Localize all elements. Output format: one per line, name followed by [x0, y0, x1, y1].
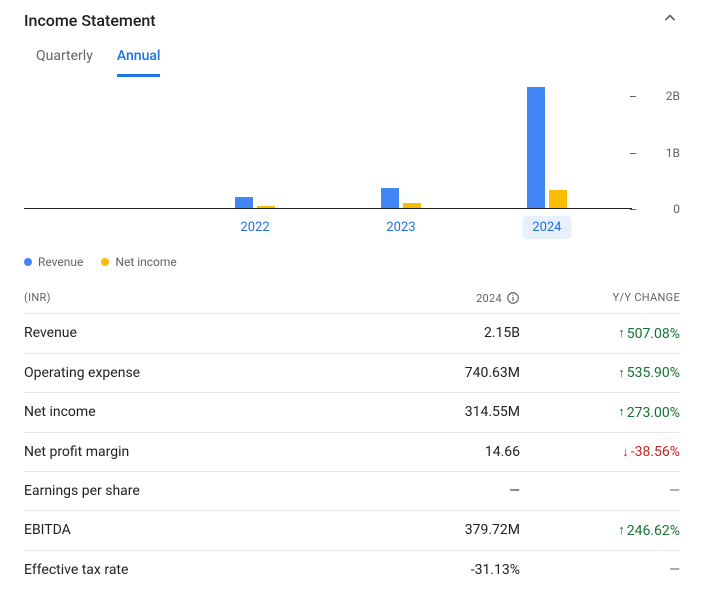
- y-axis-tick: [630, 209, 636, 210]
- metric-change: —: [520, 483, 680, 499]
- y-axis-tick: [630, 96, 636, 97]
- currency-label: (INR): [24, 291, 360, 305]
- metric-change: ↑246.62%: [520, 522, 680, 539]
- table-row: Earnings per share——: [24, 471, 680, 510]
- table-row: Net income314.55M↑273.00%: [24, 392, 680, 432]
- period-tabs: Quarterly Annual: [24, 44, 680, 77]
- legend-label: Revenue: [38, 255, 83, 269]
- metric-value: 314.55M: [360, 404, 520, 421]
- metric-label: Effective tax rate: [24, 562, 360, 578]
- metric-label: EBITDA: [24, 522, 360, 539]
- metric-change: ↑535.90%: [520, 365, 680, 382]
- bar-revenue-2022[interactable]: [235, 197, 253, 208]
- chart-legend: Revenue Net income: [24, 249, 680, 283]
- y-axis-label: 2B: [666, 89, 680, 103]
- arrow-down-icon: ↓: [622, 446, 629, 459]
- bar-revenue-2024[interactable]: [527, 87, 545, 208]
- metric-label: Revenue: [24, 325, 360, 342]
- metric-label: Earnings per share: [24, 483, 360, 499]
- bar-net-income-2022[interactable]: [257, 206, 275, 208]
- legend-dot-icon: [101, 258, 109, 266]
- table-header: (INR) 2024 Y/Y CHANGE: [24, 283, 680, 313]
- change-value: —: [669, 562, 680, 578]
- bar-net-income-2023[interactable]: [403, 203, 421, 208]
- y-axis-label: 0: [673, 202, 680, 216]
- metric-label: Net income: [24, 404, 360, 421]
- table-row: Effective tax rate-31.13% —: [24, 550, 680, 589]
- table-row: Net profit margin14.66↓-38.56%: [24, 432, 680, 472]
- arrow-up-icon: ↑: [618, 524, 625, 537]
- change-value: 507.08%: [627, 326, 680, 342]
- metric-value: -31.13%: [360, 562, 520, 578]
- change-value: 273.00%: [627, 405, 680, 421]
- metric-change: ↓-38.56%: [520, 444, 680, 461]
- table-row: Revenue2.15B↑507.08%: [24, 313, 680, 353]
- value-column-header: 2024: [476, 292, 502, 305]
- tab-quarterly[interactable]: Quarterly: [36, 48, 93, 77]
- arrow-up-icon: ↑: [618, 406, 625, 419]
- metric-value: 14.66: [360, 444, 520, 461]
- metric-label: Net profit margin: [24, 444, 360, 461]
- change-value: —: [669, 483, 680, 499]
- table-row: Operating expense740.63M↑535.90%: [24, 353, 680, 393]
- x-axis-label-2024[interactable]: 2024: [522, 216, 571, 239]
- metric-value: 740.63M: [360, 365, 520, 382]
- collapse-icon[interactable]: [660, 8, 680, 32]
- metric-value: 379.72M: [360, 522, 520, 539]
- table-row: EBITDA379.72M↑246.62%: [24, 510, 680, 550]
- income-chart: 0 1B 2B 2022 2023 2024: [24, 85, 680, 245]
- section-title: Income Statement: [24, 11, 156, 30]
- y-axis-label: 1B: [666, 146, 680, 160]
- x-axis-label-2022[interactable]: 2022: [230, 216, 279, 239]
- info-icon[interactable]: [506, 291, 520, 305]
- bar-net-income-2024[interactable]: [549, 190, 567, 208]
- legend-item-net-income[interactable]: Net income: [101, 255, 176, 269]
- financials-table: Revenue2.15B↑507.08%Operating expense740…: [24, 313, 680, 589]
- legend-item-revenue[interactable]: Revenue: [24, 255, 83, 269]
- change-value: 246.62%: [627, 523, 680, 539]
- change-value: -38.56%: [631, 444, 680, 460]
- metric-label: Operating expense: [24, 365, 360, 382]
- metric-change: ↑273.00%: [520, 404, 680, 421]
- change-column-header: Y/Y CHANGE: [520, 291, 680, 305]
- change-value: 535.90%: [627, 365, 680, 381]
- bar-revenue-2023[interactable]: [381, 188, 399, 208]
- metric-value: 2.15B: [360, 325, 520, 342]
- metric-change: ↑507.08%: [520, 325, 680, 342]
- tab-annual[interactable]: Annual: [117, 48, 161, 77]
- arrow-up-icon: ↑: [618, 367, 625, 380]
- y-axis-tick: [630, 153, 636, 154]
- metric-change: —: [520, 562, 680, 578]
- legend-label: Net income: [115, 255, 176, 269]
- legend-dot-icon: [24, 258, 32, 266]
- arrow-up-icon: ↑: [618, 327, 625, 340]
- metric-value: —: [360, 483, 520, 499]
- x-axis-label-2023[interactable]: 2023: [376, 216, 425, 239]
